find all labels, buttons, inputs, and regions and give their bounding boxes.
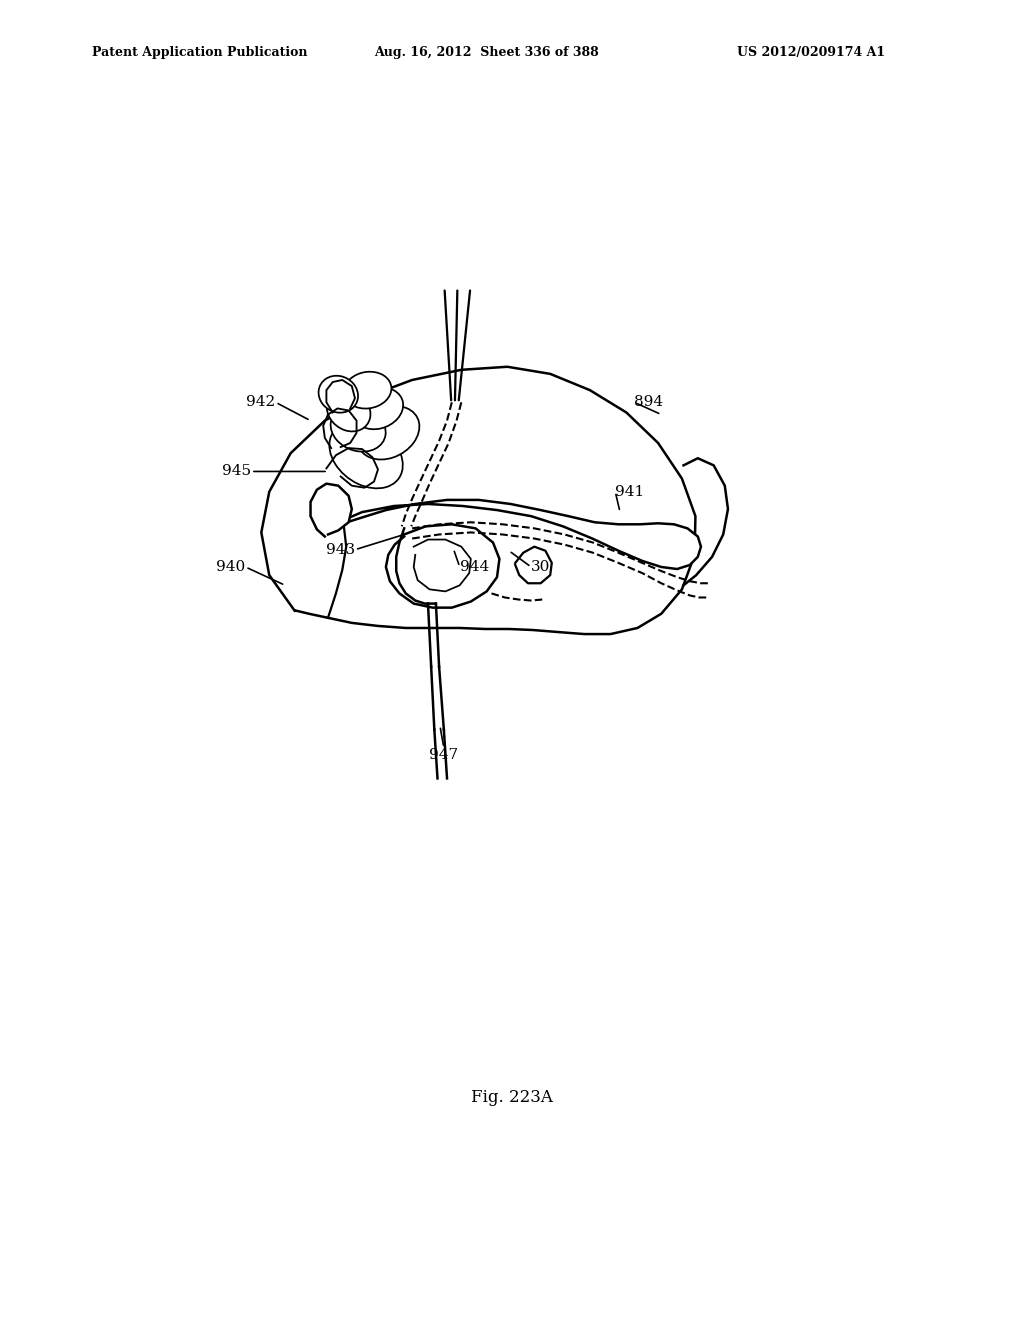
Ellipse shape (357, 407, 420, 459)
Ellipse shape (353, 388, 403, 429)
Polygon shape (261, 367, 695, 634)
Text: Patent Application Publication: Patent Application Publication (92, 46, 307, 59)
Text: 943: 943 (326, 543, 355, 557)
Polygon shape (333, 500, 701, 569)
Text: 30: 30 (531, 560, 551, 574)
Text: 942: 942 (247, 395, 275, 409)
Text: Fig. 223A: Fig. 223A (471, 1089, 553, 1106)
Text: US 2012/0209174 A1: US 2012/0209174 A1 (737, 46, 886, 59)
Text: 940: 940 (216, 560, 246, 574)
Ellipse shape (327, 389, 371, 432)
Ellipse shape (330, 422, 402, 488)
Ellipse shape (344, 372, 391, 409)
Polygon shape (414, 540, 471, 591)
Polygon shape (310, 483, 352, 536)
Text: Aug. 16, 2012  Sheet 336 of 388: Aug. 16, 2012 Sheet 336 of 388 (374, 46, 598, 59)
Ellipse shape (331, 405, 386, 451)
Text: 944: 944 (460, 560, 489, 574)
Polygon shape (515, 546, 552, 583)
Polygon shape (386, 524, 500, 607)
Text: 947: 947 (429, 748, 459, 762)
Text: 941: 941 (615, 484, 644, 499)
Ellipse shape (318, 376, 358, 413)
Text: 945: 945 (222, 465, 251, 478)
Text: 894: 894 (634, 395, 664, 409)
